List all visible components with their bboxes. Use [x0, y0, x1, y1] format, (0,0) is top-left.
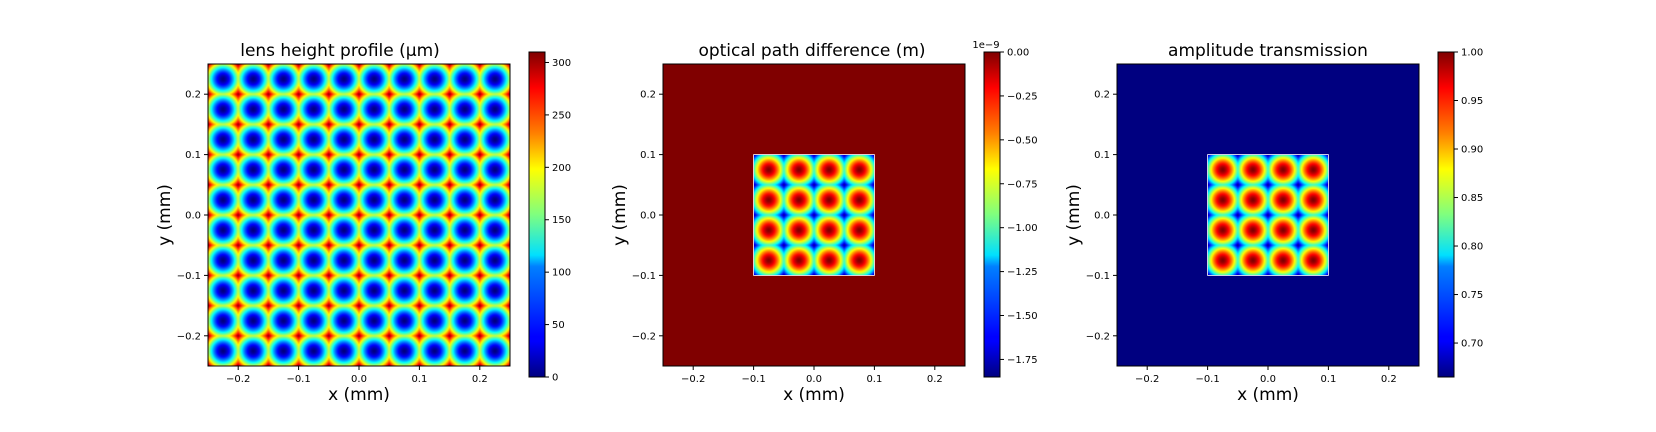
- y-ticks: −0.2 −0.1 0.0 0.1 0.2: [1086, 90, 1117, 342]
- colorbar: [983, 51, 1001, 378]
- x-axis-label: x (mm): [783, 385, 845, 405]
- colorbar: [528, 51, 546, 378]
- plot-title: lens height profile (μm): [240, 41, 440, 61]
- colorbar-tick-label: −1.50: [1007, 311, 1038, 322]
- colorbar-tick-label: 100: [552, 268, 571, 279]
- plot-title: amplitude transmission: [1168, 41, 1368, 61]
- colorbar-tick-label: −0.50: [1007, 135, 1038, 146]
- y-tick-label: 0.1: [1094, 150, 1110, 161]
- colorbar-offset-label: 1e−9: [972, 40, 999, 51]
- x-tick-label: 0.2: [927, 374, 943, 385]
- heatmap-image: [1117, 64, 1419, 366]
- y-tick-label: −0.2: [177, 331, 201, 342]
- x-tick-label: 0.1: [411, 374, 427, 385]
- y-tick-label: −0.1: [1086, 271, 1110, 282]
- y-axis-label: y (mm): [610, 184, 630, 246]
- colorbar-tick-label: 250: [552, 110, 571, 121]
- x-axis-label: x (mm): [328, 385, 390, 405]
- y-tick-label: −0.1: [177, 271, 201, 282]
- x-tick-label: −0.2: [1135, 374, 1159, 385]
- lens-aperture-outline: [753, 154, 875, 276]
- y-tick-label: −0.1: [632, 271, 656, 282]
- colorbar-tick-label: 0.95: [1461, 96, 1483, 107]
- colorbar-tick-label: −1.00: [1007, 223, 1038, 234]
- colorbar-tick-label: 0.75: [1461, 290, 1483, 301]
- y-tick-label: 0.2: [640, 90, 656, 101]
- panel-optical-path-difference: optical path difference (m) −0.2 −0.1 0.0 0…: [610, 40, 1038, 405]
- colorbar: [1437, 51, 1455, 378]
- x-ticks: −0.2 −0.1 0.0 0.1 0.2: [681, 366, 943, 385]
- colorbar-tick-label: 300: [552, 58, 571, 69]
- y-tick-label: 0.1: [185, 150, 201, 161]
- x-ticks: −0.2 −0.1 0.0 0.1 0.2: [1135, 366, 1397, 385]
- x-tick-label: 0.1: [866, 374, 882, 385]
- colorbar-tick-label: −1.75: [1007, 355, 1038, 366]
- y-tick-label: 0.2: [185, 90, 201, 101]
- y-tick-label: 0.0: [640, 211, 656, 222]
- y-tick-label: 0.0: [1094, 211, 1110, 222]
- colorbar-tick-label: 0.85: [1461, 193, 1483, 204]
- colorbar-tick-label: 0.00: [1007, 48, 1029, 59]
- x-tick-label: 0.0: [806, 374, 822, 385]
- y-tick-label: 0.2: [1094, 90, 1110, 101]
- heatmap-image: [208, 64, 510, 366]
- colorbar-tick-label: 0.80: [1461, 242, 1483, 253]
- y-ticks: −0.2 −0.1 0.0 0.1 0.2: [632, 90, 663, 342]
- x-tick-label: 0.2: [1381, 374, 1397, 385]
- colorbar-tick-label: 0: [552, 373, 558, 384]
- heatmap-image: [663, 64, 965, 366]
- colorbar-tick-label: −0.75: [1007, 179, 1038, 190]
- x-tick-label: −0.1: [286, 374, 310, 385]
- colorbar-tick-label: 1.00: [1461, 48, 1483, 59]
- panel-lens-height: lens height profile (μm) −0.2 −0.1 0.0 0.1 0…: [155, 41, 571, 405]
- y-axis-label: y (mm): [155, 184, 175, 246]
- x-tick-label: −0.1: [741, 374, 765, 385]
- colorbar-tick-label: 0.70: [1461, 339, 1483, 350]
- colorbar-ticks: 0.00 −0.25 −0.50 −0.75 −1.00 −1.25 −1.50 −1.75: [1000, 48, 1038, 366]
- x-tick-label: −0.2: [681, 374, 705, 385]
- y-ticks: −0.2 −0.1 0.0 0.1 0.2: [177, 90, 208, 342]
- x-tick-label: 0.1: [1320, 374, 1336, 385]
- x-tick-label: 0.0: [1260, 374, 1276, 385]
- x-tick-label: −0.1: [1195, 374, 1219, 385]
- y-tick-label: 0.0: [185, 211, 201, 222]
- y-tick-label: −0.2: [1086, 331, 1110, 342]
- panel-amplitude-transmission: amplitude transmission −0.2 −0.1 0.0 0.1 0.2…: [1064, 41, 1483, 405]
- lens-aperture-outline: [1207, 154, 1329, 276]
- plot-title: optical path difference (m): [698, 41, 925, 61]
- colorbar-tick-label: 0.90: [1461, 145, 1483, 156]
- colorbar-ticks: 0.70 0.75 0.80 0.85 0.90 0.95 1.00: [1454, 48, 1483, 350]
- colorbar-tick-label: 200: [552, 163, 571, 174]
- x-tick-label: −0.2: [226, 374, 250, 385]
- colorbar-tick-label: 50: [552, 320, 565, 331]
- x-tick-label: 0.0: [351, 374, 367, 385]
- x-tick-label: 0.2: [472, 374, 488, 385]
- colorbar-ticks: 0 50 100 150 200 250 300: [545, 58, 571, 384]
- y-axis-label: y (mm): [1064, 184, 1084, 246]
- colorbar-tick-label: 150: [552, 215, 571, 226]
- x-ticks: −0.2 −0.1 0.0 0.1 0.2: [226, 366, 488, 385]
- colorbar-tick-label: −1.25: [1007, 267, 1038, 278]
- colorbar-tick-label: −0.25: [1007, 91, 1038, 102]
- y-tick-label: −0.2: [632, 331, 656, 342]
- x-axis-label: x (mm): [1237, 385, 1299, 405]
- y-tick-label: 0.1: [640, 150, 656, 161]
